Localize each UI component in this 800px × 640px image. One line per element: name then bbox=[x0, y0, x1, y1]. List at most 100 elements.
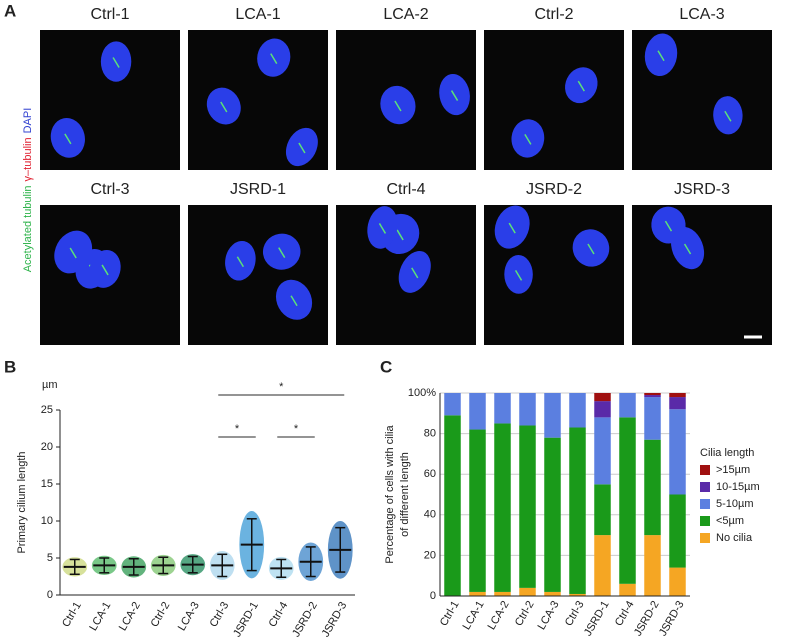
bar-segment bbox=[619, 417, 636, 584]
x-tick-label: Ctrl-3 bbox=[208, 600, 232, 629]
cilium bbox=[290, 295, 298, 307]
bar-segment bbox=[494, 423, 511, 592]
bar-segment bbox=[644, 535, 661, 596]
y-tick-label: 40 bbox=[424, 509, 436, 521]
x-tick-label: LCA-2 bbox=[486, 599, 512, 632]
unit-label: µm bbox=[42, 379, 58, 391]
bar-segment bbox=[594, 417, 611, 485]
x-tick-label: JSRD-2 bbox=[290, 600, 320, 639]
tile-label: LCA-2 bbox=[383, 6, 428, 23]
cilium bbox=[64, 133, 72, 145]
bar-segment bbox=[644, 395, 661, 398]
legend-swatch bbox=[700, 465, 710, 475]
bar-segment bbox=[544, 393, 561, 438]
x-tick-label: LCA-3 bbox=[176, 600, 202, 633]
legend-title: Cilia length bbox=[700, 447, 754, 459]
legend-label: No cilia bbox=[716, 532, 753, 544]
y-axis-label: of different length bbox=[399, 452, 411, 537]
bar-segment bbox=[619, 393, 636, 418]
y-tick-label: 20 bbox=[424, 549, 436, 561]
bar-segment bbox=[644, 393, 661, 396]
legend-swatch bbox=[700, 499, 710, 509]
bar-segment bbox=[469, 591, 486, 596]
micrograph bbox=[188, 205, 328, 345]
micrograph bbox=[484, 30, 624, 170]
x-tick-label: Ctrl-4 bbox=[267, 600, 291, 629]
cilium bbox=[508, 222, 516, 234]
bar-segment bbox=[569, 427, 586, 594]
cilium bbox=[101, 264, 109, 276]
cilium bbox=[298, 142, 306, 154]
cilium bbox=[724, 110, 732, 122]
bar-segment bbox=[569, 593, 586, 596]
y-axis-label: Percentage of cells with cilia bbox=[384, 425, 396, 564]
panel-letter: C bbox=[380, 357, 392, 376]
legend-label: >15µm bbox=[716, 464, 750, 476]
bar-segment bbox=[669, 397, 686, 410]
legend-label: <5µm bbox=[716, 515, 744, 527]
y-tick-label: 20 bbox=[41, 441, 53, 453]
bar-segment bbox=[444, 415, 461, 596]
bar-segment bbox=[519, 393, 536, 426]
cilium bbox=[278, 247, 286, 259]
bar-segment bbox=[669, 393, 686, 398]
y-tick-label: 80 bbox=[424, 428, 436, 440]
cilium bbox=[394, 100, 402, 112]
x-tick-label: LCA-2 bbox=[117, 600, 143, 633]
bar-segment bbox=[669, 494, 686, 568]
bar-segment bbox=[519, 425, 536, 588]
tile-label: LCA-1 bbox=[235, 6, 280, 23]
x-tick-label: Ctrl-1 bbox=[60, 600, 84, 629]
tile-label: Ctrl-2 bbox=[534, 6, 573, 23]
x-tick-label: Ctrl-2 bbox=[149, 600, 173, 629]
bar-segment bbox=[569, 393, 586, 428]
significance-label: * bbox=[235, 423, 240, 435]
cilium bbox=[514, 270, 523, 281]
tile-label: Ctrl-1 bbox=[90, 6, 129, 23]
x-tick-label: LCA-3 bbox=[536, 599, 562, 632]
cilium bbox=[411, 267, 419, 279]
bar-segment bbox=[494, 393, 511, 424]
cilium bbox=[450, 90, 459, 101]
x-tick-label: LCA-1 bbox=[461, 599, 487, 632]
cilium bbox=[69, 247, 77, 259]
legend-swatch bbox=[700, 533, 710, 543]
stain-label-part: Acetylated tubulin bbox=[22, 185, 34, 272]
y-tick-label: 100% bbox=[408, 387, 436, 399]
bar-segment bbox=[669, 567, 686, 596]
bar-segment bbox=[594, 401, 611, 418]
bar-segment bbox=[594, 393, 611, 402]
tile-label: JSRD-3 bbox=[674, 181, 730, 198]
cilium bbox=[664, 220, 673, 232]
x-tick-label: JSRD-3 bbox=[320, 600, 350, 639]
panel-letter: A bbox=[4, 1, 16, 20]
bar-segment bbox=[519, 587, 536, 596]
tile-label: JSRD-1 bbox=[230, 181, 286, 198]
stain-label-part: DAPI bbox=[22, 108, 34, 134]
tile-label: Ctrl-4 bbox=[386, 181, 425, 198]
bar-segment bbox=[644, 397, 661, 440]
y-tick-label: 0 bbox=[430, 590, 436, 602]
panel-letter: B bbox=[4, 357, 16, 376]
bar-segment bbox=[469, 393, 486, 430]
legend-label: 10-15µm bbox=[716, 481, 760, 493]
cilium bbox=[220, 101, 228, 113]
legend-swatch bbox=[700, 482, 710, 492]
cilium bbox=[577, 80, 585, 92]
tile-label: JSRD-2 bbox=[526, 181, 582, 198]
y-tick-label: 10 bbox=[41, 515, 53, 527]
bar-segment bbox=[594, 484, 611, 536]
y-axis-label: Primary cilium length bbox=[16, 451, 28, 553]
y-tick-label: 25 bbox=[41, 404, 53, 416]
cilium bbox=[396, 229, 404, 241]
bar-segment bbox=[444, 393, 461, 416]
bar-segment bbox=[494, 591, 511, 596]
y-tick-label: 15 bbox=[41, 478, 53, 490]
x-tick-label: Ctrl-4 bbox=[613, 599, 637, 628]
x-tick-label: LCA-1 bbox=[87, 600, 113, 633]
cilium bbox=[683, 243, 692, 255]
cilium bbox=[270, 53, 278, 65]
cilium bbox=[524, 134, 532, 145]
